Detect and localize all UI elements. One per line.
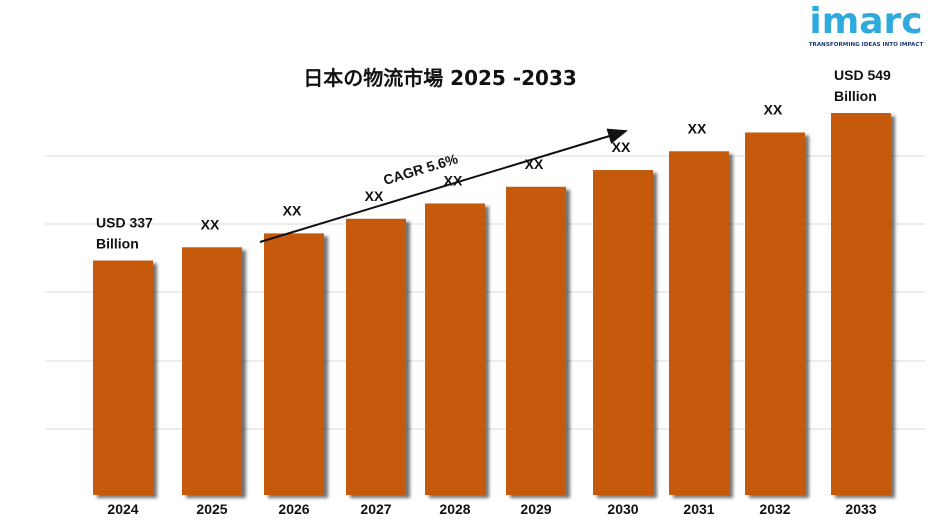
bar-2026	[264, 233, 324, 495]
x-tick-label: 2025	[196, 501, 227, 517]
data-label: XX	[612, 139, 631, 155]
x-tick-label: 2032	[759, 501, 790, 517]
data-label: XX	[365, 188, 384, 204]
x-tick-label: 2029	[520, 501, 551, 517]
x-tick-label: 2031	[683, 501, 714, 517]
x-tick-label: 2026	[278, 501, 309, 517]
bar-2027	[346, 218, 406, 496]
x-tick-label: 2030	[607, 501, 638, 517]
logo-wordmark: imarc	[809, 1, 923, 42]
x-tick-label: 2028	[439, 501, 470, 517]
data-label: XX	[201, 216, 220, 232]
bar-2025	[182, 247, 242, 495]
bars-group	[93, 113, 891, 496]
bar-2029	[506, 186, 566, 495]
bar-2033	[831, 113, 891, 495]
x-tick-label: 2033	[845, 501, 876, 517]
bar-2032	[745, 132, 805, 495]
bar-2031	[669, 151, 729, 495]
x-tick-label: 2027	[360, 501, 391, 517]
bar-2030	[593, 170, 653, 496]
x-tick-label: 2024	[107, 501, 138, 517]
cagr-arrow	[259, 128, 628, 243]
data-label: XX	[283, 202, 302, 218]
bar-2024	[93, 260, 153, 495]
data-label: XX	[764, 101, 783, 117]
data-label: USD 549	[834, 67, 891, 83]
chart-title: 日本の物流市場 2025 -2033	[303, 66, 577, 90]
logo-tagline: TRANSFORMING IDEAS INTO IMPACT	[808, 42, 924, 48]
imarc-logo: imarc TRANSFORMING IDEAS INTO IMPACT	[806, 2, 926, 56]
data-label: Billion	[834, 88, 877, 104]
bar-2028	[425, 203, 485, 495]
data-label: USD 337	[96, 215, 153, 231]
data-label: XX	[688, 120, 707, 136]
data-label: Billion	[96, 236, 139, 252]
